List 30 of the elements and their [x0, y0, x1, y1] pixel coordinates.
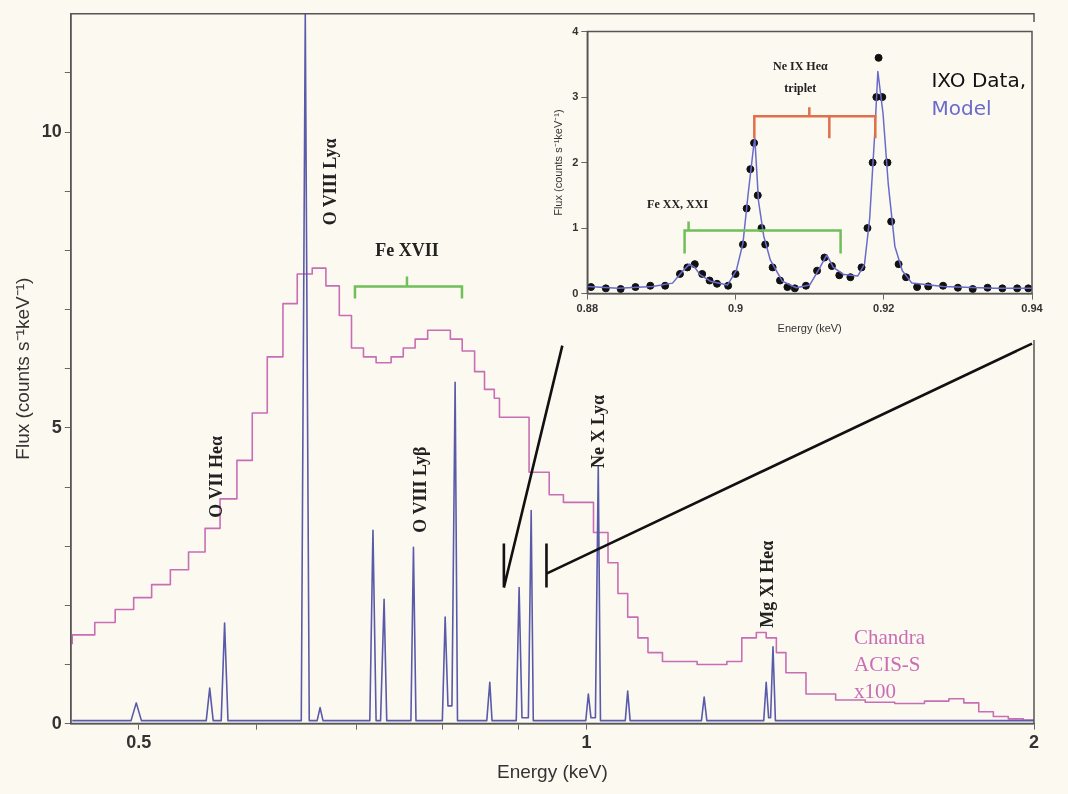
y-tick-label: 1: [572, 221, 579, 234]
x-tick-label: 0.9: [727, 302, 744, 315]
x-axis-title: Energy (keV): [496, 760, 608, 782]
x-tick-label: 0.92: [873, 302, 895, 315]
annotation: Fe XVII: [375, 240, 439, 261]
annotation: Ne X Lyα: [588, 395, 609, 469]
x-tick-label: 2: [1028, 732, 1040, 753]
annotation: triplet: [784, 81, 817, 96]
annotation: Mg XI Heα: [756, 540, 777, 628]
y-tick-label: 4: [572, 24, 580, 37]
text: Model: [931, 95, 992, 120]
annotation: O VII Heα: [205, 436, 226, 518]
y-tick-label: 0: [51, 712, 62, 733]
y-tick-label: 5: [51, 416, 62, 437]
y-tick-label: 3: [572, 90, 579, 103]
y-axis-title: Flux (counts s⁻¹keV⁻¹): [11, 277, 33, 460]
x-tick-label: 0.94: [1021, 302, 1044, 315]
y-tick-label: 10: [41, 121, 62, 142]
text: IXO Data,: [931, 67, 1026, 92]
annotation: O VIII Lyβ: [410, 446, 431, 533]
y-tick-label: 0: [572, 286, 579, 299]
x-tick-label: 0.88: [576, 302, 599, 315]
x-axis-title: Energy (keV): [777, 322, 842, 335]
y-axis-title: Flux (counts s⁻¹keV⁻¹): [551, 109, 564, 216]
annotation: Fe XX, XXI: [647, 196, 709, 211]
annotation: O VIII Lyα: [319, 138, 340, 226]
annotation: Ne IX Heα: [772, 59, 828, 74]
y-tick-label: 2: [572, 155, 579, 168]
x-tick-label: 0.5: [126, 732, 152, 753]
series-label: Chandra ACIS-S x100: [854, 624, 926, 703]
